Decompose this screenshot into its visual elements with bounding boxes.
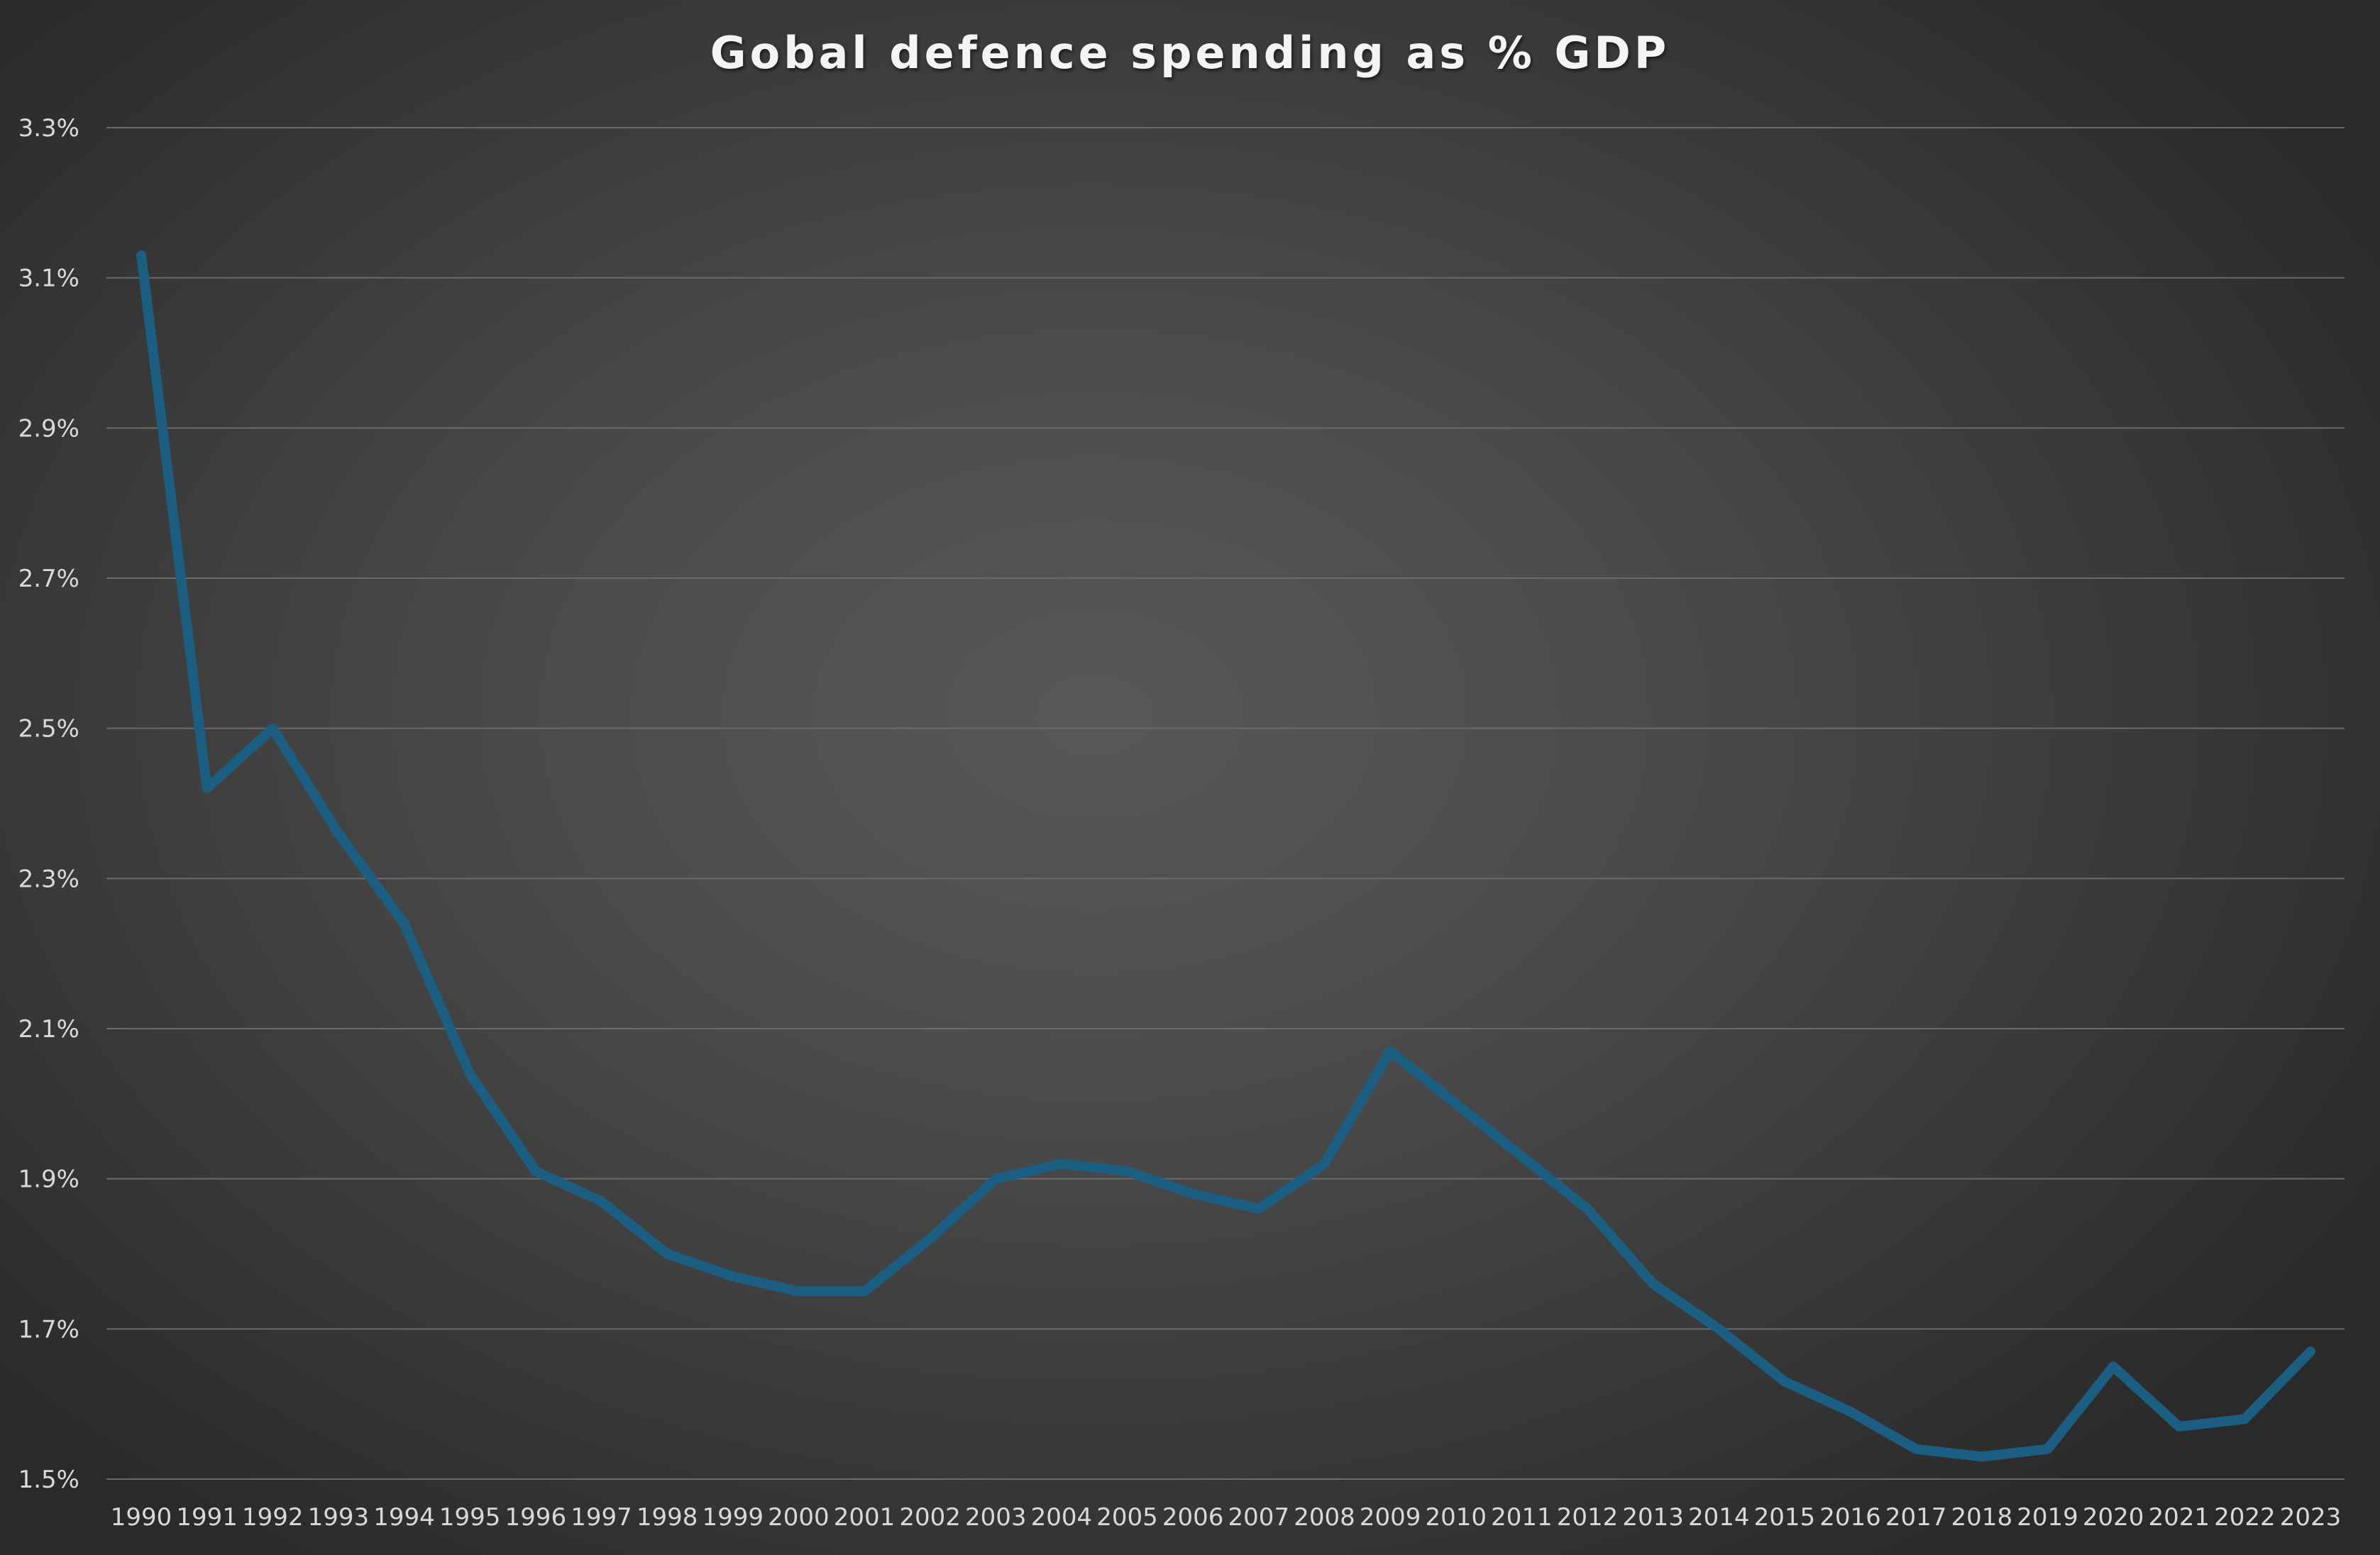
y-tick-label: 2.7% [18,565,79,593]
y-axis-ticks: 1.5% 1.7% 1.9% 2.1% 2.3% 2.5% 2.7% 2.9% 3.1% 3.3% [18,114,79,1494]
x-tick-label: 1994 [373,1503,435,1532]
x-tick-label: 1998 [637,1503,698,1532]
y-tick-label: 1.5% [18,1466,79,1494]
x-tick-label: 2009 [1360,1503,1421,1532]
gridlines [106,127,2345,1480]
x-tick-label: 2013 [1622,1503,1684,1532]
x-tick-label: 1992 [242,1503,304,1532]
y-tick-label: 1.9% [18,1166,79,1194]
x-tick-label: 2003 [965,1503,1027,1532]
x-tick-label: 2012 [1557,1503,1619,1532]
x-tick-label: 2021 [2148,1503,2210,1532]
x-tick-label: 1991 [176,1503,238,1532]
x-tick-label: 2006 [1162,1503,1224,1532]
x-tick-label: 1993 [308,1503,370,1532]
x-tick-label: 2018 [1951,1503,2013,1532]
x-tick-label: 2011 [1491,1503,1553,1532]
x-tick-label: 2010 [1425,1503,1487,1532]
x-tick-label: 1995 [439,1503,501,1532]
series-line [136,250,2315,1462]
x-tick-label: 2001 [834,1503,896,1532]
y-tick-label: 3.3% [18,114,79,143]
series-layer [136,250,2315,1462]
x-tick-label: 2015 [1754,1503,1816,1532]
x-tick-label: 2022 [2214,1503,2276,1532]
x-tick-label: 2004 [1031,1503,1093,1532]
y-tick-label: 1.7% [18,1315,79,1344]
y-tick-label: 2.9% [18,414,79,443]
x-axis-ticks: 1990 1991 1992 1993 1994 1995 1996 1997 1998 1999… [111,1503,2342,1532]
chart-title: Gobal defence spending as % GDP [710,27,1670,79]
x-tick-label: 2019 [2017,1503,2078,1532]
x-tick-label: 2014 [1688,1503,1750,1532]
x-tick-label: 2005 [1096,1503,1158,1532]
x-tick-label: 2008 [1294,1503,1355,1532]
x-tick-label: 2016 [1819,1503,1881,1532]
y-tick-label: 2.3% [18,865,79,893]
x-tick-label: 2002 [899,1503,961,1532]
y-tick-label: 2.1% [18,1015,79,1044]
x-tick-label: 1990 [111,1503,172,1532]
x-tick-label: 1997 [571,1503,632,1532]
x-tick-label: 1999 [702,1503,764,1532]
x-tick-label: 2000 [768,1503,830,1532]
y-tick-label: 3.1% [18,265,79,293]
x-tick-label: 1996 [505,1503,567,1532]
x-tick-label: 2007 [1228,1503,1290,1532]
x-tick-label: 2017 [1885,1503,1947,1532]
y-tick-label: 2.5% [18,715,79,743]
x-tick-label: 2023 [2280,1503,2342,1532]
x-tick-label: 2020 [2083,1503,2144,1532]
